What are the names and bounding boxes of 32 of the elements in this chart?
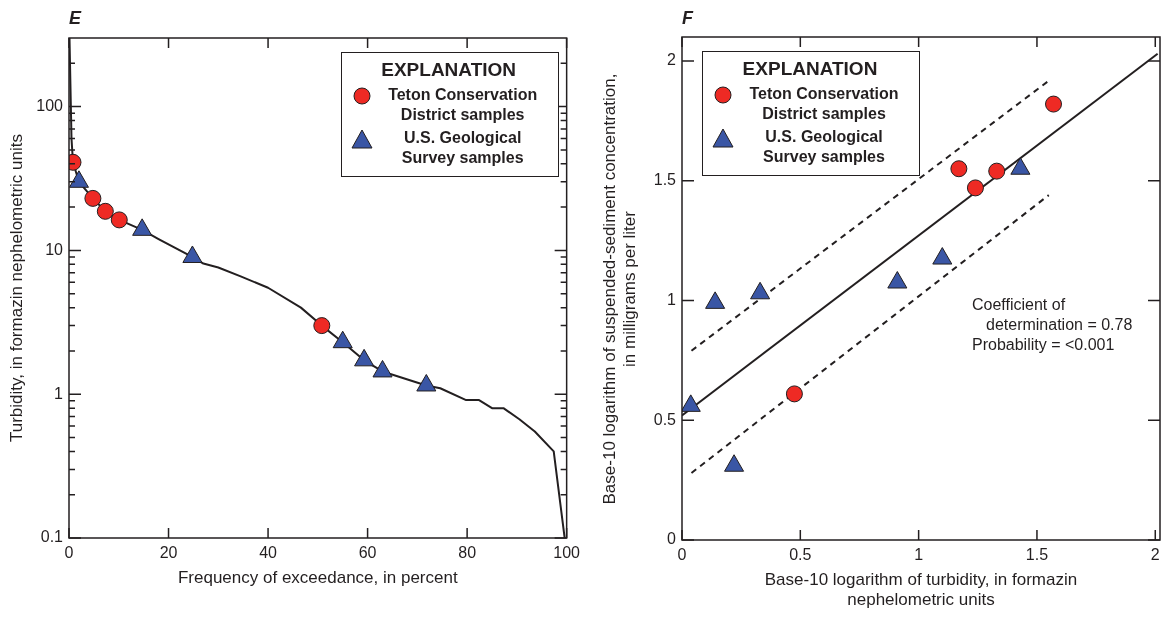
x-axis-title: Base-10 logarithm of turbidity, in formazin nephelometric units bbox=[763, 570, 1079, 610]
x-tick-label: 1 bbox=[914, 546, 924, 564]
annotation: Coefficient of determination = 0.78 bbox=[972, 295, 1134, 335]
y-tick-label: 10 bbox=[45, 240, 64, 258]
legend-title: EXPLANATION bbox=[741, 58, 879, 80]
x-tick-label: 20 bbox=[159, 544, 178, 562]
y-tick-label: 0 bbox=[667, 530, 677, 548]
legend-label: Teton Conservation District samples bbox=[748, 84, 900, 124]
legend-title: EXPLANATION bbox=[380, 59, 518, 81]
y-axis-title: Turbidity, in formazin nephelometric units bbox=[7, 133, 27, 444]
x-tick-label: 1.5 bbox=[1025, 546, 1049, 564]
y-tick-label: 1.5 bbox=[653, 171, 677, 189]
x-axis-title: Frequency of exceedance, in percent bbox=[176, 568, 459, 588]
y-tick-label: 2 bbox=[667, 51, 677, 69]
chart-title: E bbox=[69, 8, 82, 29]
annotation: Probability = <0.001 bbox=[972, 335, 1116, 355]
y-tick-label: 1 bbox=[54, 384, 64, 402]
y-tick-label: 0.5 bbox=[653, 410, 677, 428]
legend-label: U.S. Geological Survey samples bbox=[762, 127, 886, 167]
chart-title: F bbox=[682, 8, 693, 29]
y-tick-label: 100 bbox=[36, 97, 64, 115]
x-tick-label: 0.5 bbox=[789, 546, 812, 564]
legend-label: Teton Conservation District samples bbox=[387, 85, 539, 125]
x-tick-label: 80 bbox=[458, 544, 477, 562]
legend-label: U.S. Geological Survey samples bbox=[400, 128, 525, 168]
x-tick-label: 40 bbox=[259, 544, 278, 562]
y-axis-title: Base-10 logarithm of suspended-sediment concentration, in milligrams per liter bbox=[600, 72, 640, 506]
y-tick-label: 1 bbox=[667, 290, 677, 308]
x-tick-label: 60 bbox=[358, 544, 377, 562]
x-tick-label: 100 bbox=[553, 544, 581, 562]
y-tick-label: 0.1 bbox=[40, 528, 64, 546]
x-tick-label: 2 bbox=[1150, 546, 1160, 564]
